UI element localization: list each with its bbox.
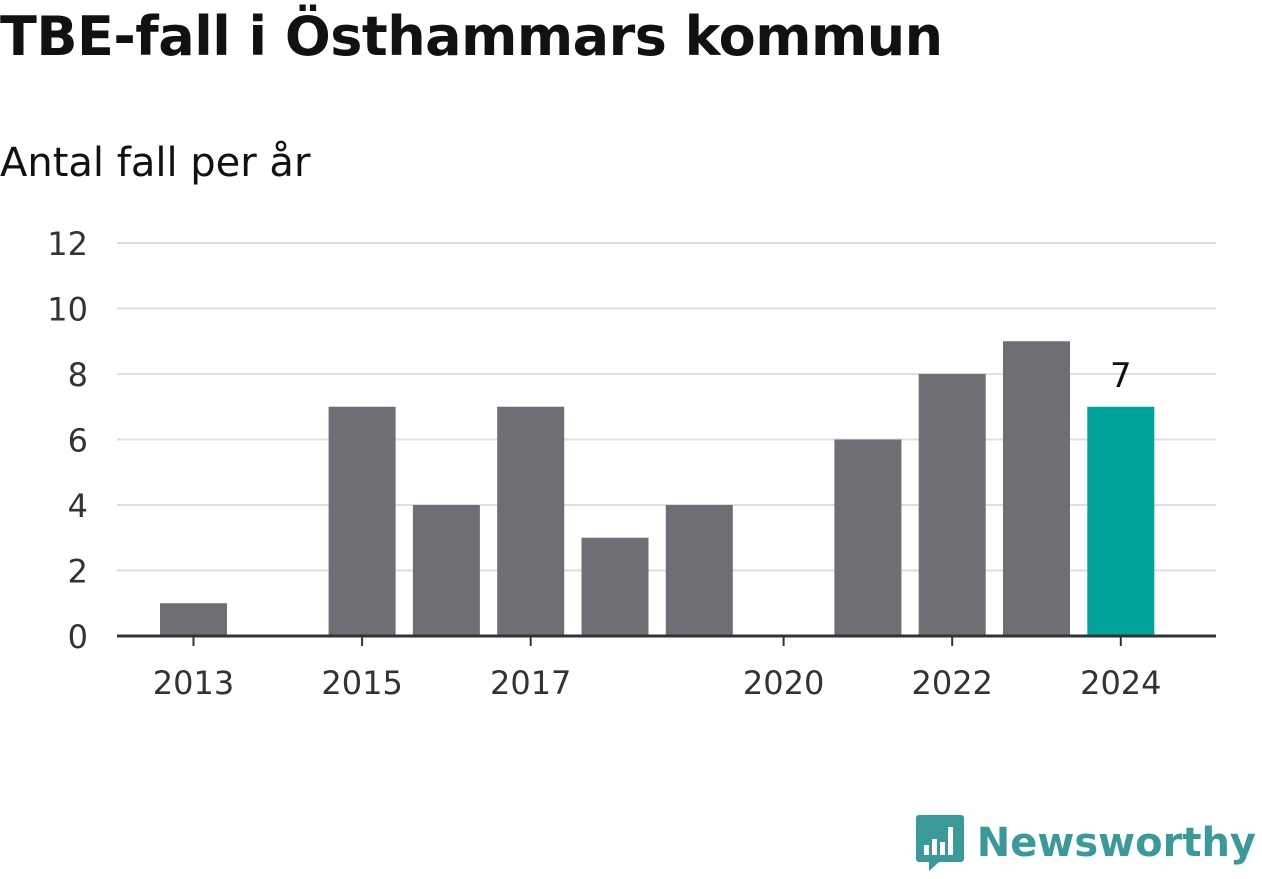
y-tick-label: 0 — [68, 618, 88, 656]
speech-bubble-bar-chart-icon — [915, 815, 964, 871]
x-tick-label: 2015 — [321, 664, 402, 702]
brand-name: Newsworthy — [976, 820, 1256, 866]
x-tick-label: 2020 — [743, 664, 824, 702]
bar-2023 — [1003, 341, 1070, 636]
data-label: 7 — [1110, 356, 1132, 396]
bar-2018 — [581, 537, 649, 636]
y-tick-label: 12 — [47, 225, 88, 263]
bar-2024 — [1087, 406, 1155, 636]
bar-2015 — [328, 406, 396, 636]
x-tick-label: 2013 — [153, 664, 234, 702]
y-tick-label: 6 — [68, 422, 88, 460]
y-axis-tick-labels: 0 2 4 6 8 10 12 — [47, 225, 88, 656]
y-tick-label: 4 — [68, 487, 88, 525]
bar-2021 — [834, 439, 902, 636]
x-tick-label: 2017 — [490, 664, 571, 702]
bar-2016 — [412, 505, 480, 636]
bar-2013 — [160, 603, 227, 636]
x-tick-label: 2024 — [1080, 664, 1161, 702]
bar-2017 — [497, 406, 565, 636]
bar-2022 — [918, 374, 986, 636]
data-labels: 7 — [1110, 356, 1132, 396]
chart-title: TBE-fall i Östhammars kommun — [0, 5, 943, 68]
bars — [160, 341, 1155, 636]
chart-subtitle: Antal fall per år — [0, 140, 311, 186]
y-tick-label: 8 — [68, 356, 88, 394]
x-axis-tick-labels: 2013 2015 2017 2020 2022 2024 — [153, 636, 1162, 702]
bar-2019 — [665, 505, 733, 636]
y-tick-label: 2 — [68, 553, 88, 591]
x-tick-label: 2022 — [911, 664, 992, 702]
y-tick-label: 10 — [47, 291, 88, 329]
brand-logo: Newsworthy — [915, 811, 1256, 875]
